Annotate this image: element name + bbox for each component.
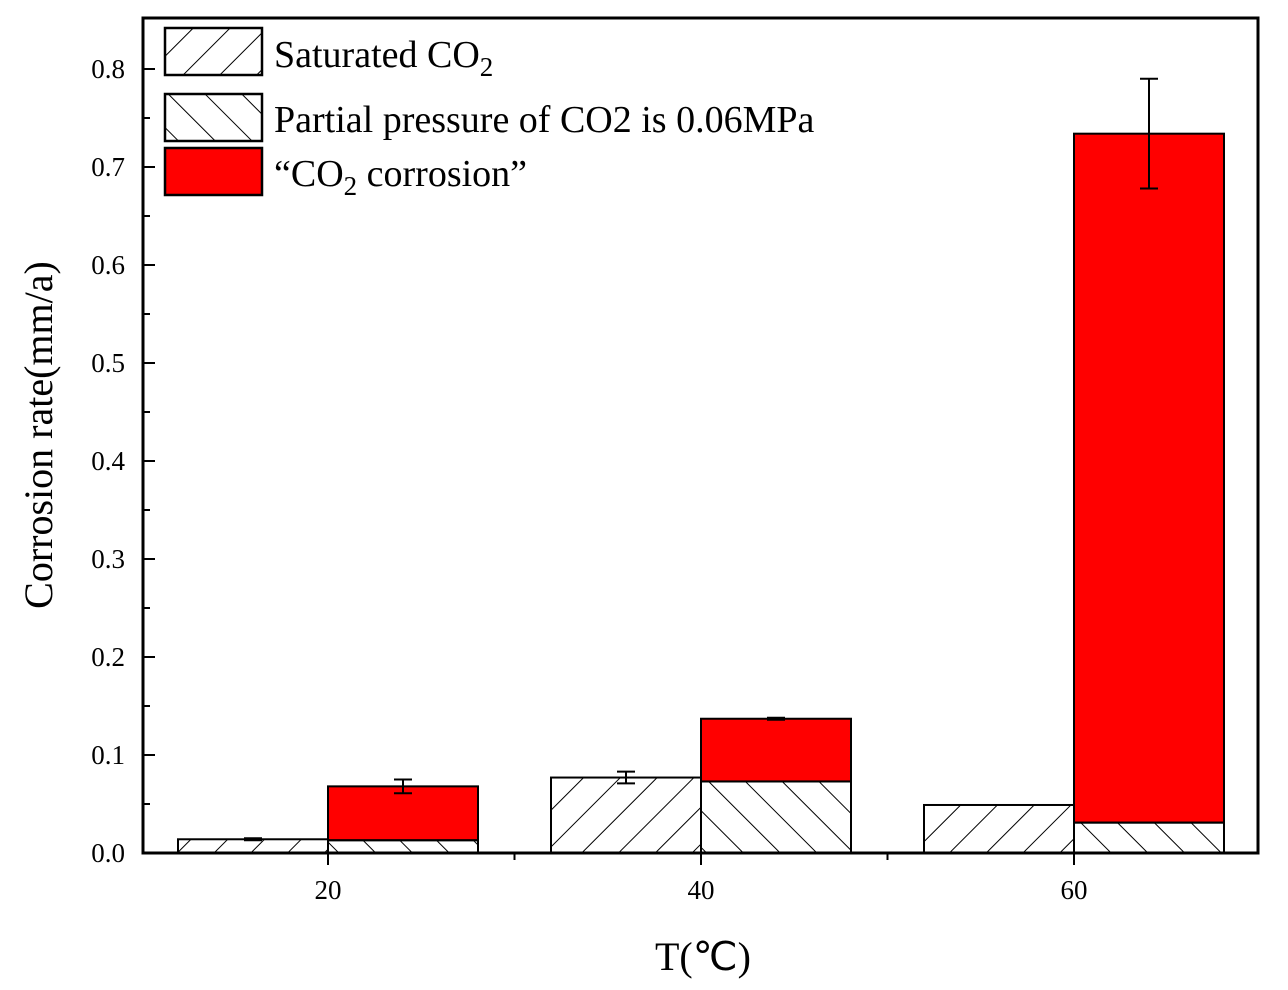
legend-label-partial: Partial pressure of CO2 is 0.06MPa: [274, 99, 815, 141]
y-tick-label: 0.1: [91, 740, 125, 770]
bar-partial-20: [327, 839, 479, 855]
legend-label-saturated: Saturated CO2: [274, 34, 493, 82]
bar-saturated-40: [550, 776, 702, 854]
x-axis-title: T(℃): [655, 934, 751, 979]
y-tick-label: 0.5: [91, 348, 125, 378]
error-bars: [244, 77, 1158, 842]
y-tick-label: 0.8: [91, 54, 125, 84]
bar-corrosion-40: [700, 717, 852, 783]
legend-label-corrosion: “CO2 corrosion”: [274, 153, 527, 201]
y-tick-label: 0.2: [91, 642, 125, 672]
bar-saturated-20: [177, 838, 329, 855]
y-tick-label: 0.3: [91, 544, 125, 574]
y-axis-title: Corrosion rate(mm/a): [16, 261, 61, 609]
x-tick-label: 60: [1061, 875, 1088, 905]
legend: Saturated CO2 Partial pressure of CO2 is…: [163, 26, 815, 201]
y-tick-label: 0.6: [91, 250, 125, 280]
bar-saturated-60: [923, 803, 1075, 854]
y-axis-ticks: 0.0 0.1 0.2 0.3 0.4 0.5 0.6 0.7 0.8: [91, 54, 155, 868]
y-tick-label: 0.4: [91, 446, 125, 476]
legend-swatch-saturated: [163, 26, 264, 77]
x-axis-ticks: 20 40 60: [315, 853, 1088, 905]
legend-swatch-partial: [163, 92, 264, 143]
y-tick-label: 0.7: [91, 152, 125, 182]
bar-partial-60: [1073, 821, 1225, 854]
bars: [177, 132, 1225, 855]
x-tick-label: 20: [315, 875, 342, 905]
legend-swatch-corrosion: [163, 146, 264, 197]
bar-corrosion-20: [327, 785, 479, 842]
x-tick-label: 40: [688, 875, 715, 905]
y-tick-label: 0.0: [91, 838, 125, 868]
bar-corrosion-60: [1073, 132, 1225, 824]
bar-partial-40: [700, 780, 852, 855]
